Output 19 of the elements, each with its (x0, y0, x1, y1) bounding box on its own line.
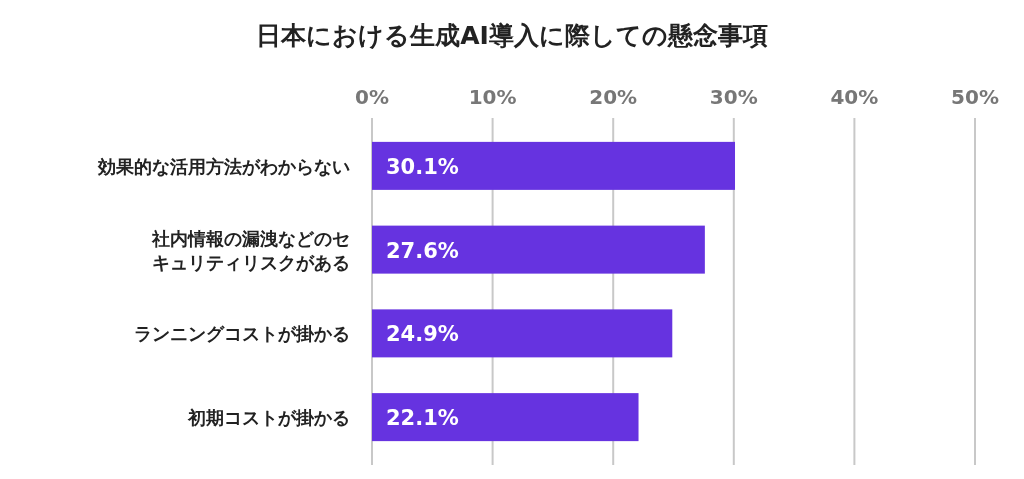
data-label: 30.1% (386, 154, 459, 179)
bar (372, 141, 736, 190)
bar (372, 225, 705, 274)
x-tick-label: 30% (709, 85, 758, 109)
data-label: 27.6% (386, 238, 459, 263)
chart-title: 日本における生成AI導入に際しての懸念事項 (256, 21, 768, 50)
data-label: 24.9% (386, 322, 459, 347)
x-tick-label: 40% (830, 85, 879, 109)
bar (372, 309, 673, 358)
y-tick-label: 初期コストが掛かる (187, 407, 350, 429)
y-tick-label: 効果的な活用方法がわからない (97, 155, 350, 177)
x-tick-label: 10% (468, 85, 517, 109)
data-label: 22.1% (386, 406, 459, 431)
y-tick-label: 社内情報の漏洩などのセキュリティリスクがある (151, 227, 350, 273)
y-tick-label: ランニングコストが掛かる (134, 323, 350, 345)
x-tick-label: 20% (589, 85, 638, 109)
x-tick-label: 0% (355, 85, 389, 109)
bar (372, 393, 639, 442)
x-tick-label: 50% (951, 85, 999, 109)
